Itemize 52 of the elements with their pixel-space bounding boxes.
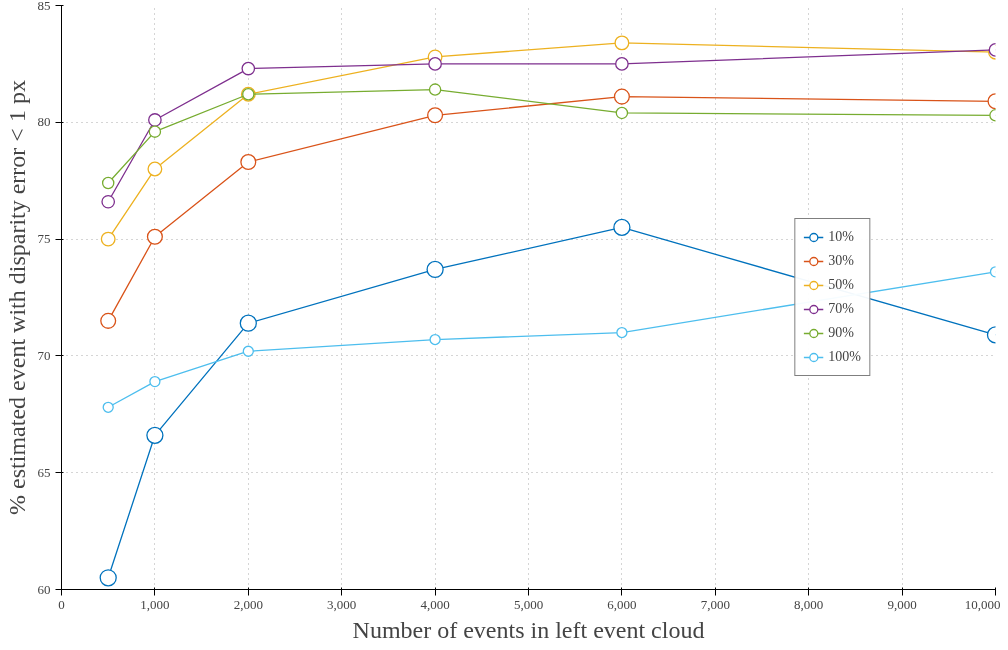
point xyxy=(240,153,257,171)
legend-label: 90% xyxy=(828,325,854,341)
point xyxy=(239,314,257,332)
point xyxy=(428,57,442,71)
point xyxy=(147,161,163,177)
legend-label: 10% xyxy=(828,229,854,245)
x-tick-label: 2,000 xyxy=(233,596,263,612)
point xyxy=(99,569,117,587)
point xyxy=(613,88,630,105)
point xyxy=(149,375,161,388)
x-axis-title: Number of events in left event cloud xyxy=(352,616,705,643)
legend-label: 30% xyxy=(828,253,854,269)
point xyxy=(613,218,631,237)
point xyxy=(100,312,117,329)
x-tick-label: 6,000 xyxy=(607,596,637,612)
point xyxy=(148,113,162,127)
y-axis-title: % estimated event with disparity error < 1 px xyxy=(3,80,30,515)
x-tick-label: 7,000 xyxy=(700,596,730,612)
x-tick-label: 9,000 xyxy=(887,596,917,612)
x-tick-label: 0 xyxy=(58,596,65,612)
point xyxy=(615,57,629,71)
x-tick-label: 3,000 xyxy=(327,596,357,612)
point xyxy=(614,35,630,51)
point xyxy=(101,176,115,190)
point xyxy=(242,345,254,357)
y-tick-label: 70 xyxy=(37,347,51,363)
point xyxy=(426,260,444,279)
legend-label: 70% xyxy=(828,301,854,317)
y-tick-label: 80 xyxy=(37,114,51,130)
point xyxy=(146,426,164,444)
y-tick-label: 75 xyxy=(37,231,51,247)
point xyxy=(146,228,163,245)
point xyxy=(241,61,256,76)
point xyxy=(429,333,441,346)
point xyxy=(102,401,114,413)
x-tick-label: 5,000 xyxy=(513,596,544,612)
y-tick-label: 65 xyxy=(37,464,51,480)
x-tick-label: 1,000 xyxy=(140,596,170,612)
point xyxy=(101,194,116,209)
y-tick-label: 85 xyxy=(37,0,51,13)
point xyxy=(616,326,628,339)
point xyxy=(427,107,444,124)
y-tick-label: 60 xyxy=(37,581,51,597)
legend-label: 100% xyxy=(828,349,861,365)
point xyxy=(100,231,116,247)
point xyxy=(615,106,629,120)
point xyxy=(148,125,162,138)
legend-label: 50% xyxy=(828,277,854,293)
point xyxy=(428,83,442,96)
x-tick-label: 4,000 xyxy=(420,596,450,612)
x-tick-label: 8,000 xyxy=(794,596,824,612)
x-tick-label: 10,000 xyxy=(964,596,1001,612)
